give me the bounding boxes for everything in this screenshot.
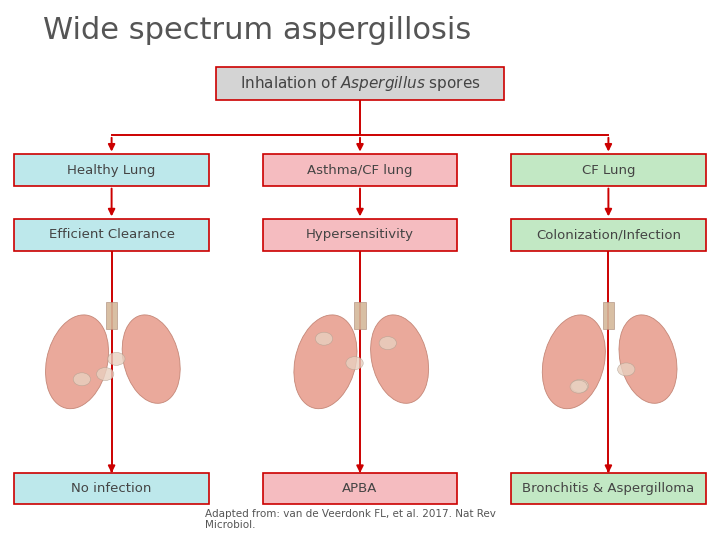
Text: Asthma/CF lung: Asthma/CF lung: [307, 164, 413, 177]
Text: Bronchitis & Aspergilloma: Bronchitis & Aspergilloma: [522, 482, 695, 495]
FancyBboxPatch shape: [216, 67, 504, 100]
Circle shape: [379, 336, 397, 349]
FancyBboxPatch shape: [511, 219, 706, 251]
Circle shape: [572, 380, 589, 393]
Circle shape: [96, 368, 114, 381]
FancyBboxPatch shape: [603, 302, 614, 329]
FancyBboxPatch shape: [263, 219, 457, 251]
Text: Microbiol.: Microbiol.: [205, 520, 256, 530]
Circle shape: [315, 332, 333, 345]
FancyBboxPatch shape: [14, 219, 209, 251]
Text: Healthy Lung: Healthy Lung: [68, 164, 156, 177]
Text: Colonization/Infection: Colonization/Infection: [536, 228, 681, 241]
Text: CF Lung: CF Lung: [582, 164, 635, 177]
FancyBboxPatch shape: [14, 154, 209, 186]
Text: Hypersensitivity: Hypersensitivity: [306, 228, 414, 241]
FancyBboxPatch shape: [354, 302, 366, 329]
FancyBboxPatch shape: [511, 473, 706, 504]
Circle shape: [618, 363, 635, 376]
Circle shape: [108, 353, 125, 366]
FancyBboxPatch shape: [263, 154, 457, 186]
FancyBboxPatch shape: [511, 154, 706, 186]
Ellipse shape: [371, 315, 428, 403]
Circle shape: [570, 380, 588, 393]
Ellipse shape: [45, 315, 109, 409]
Text: Wide spectrum aspergillosis: Wide spectrum aspergillosis: [43, 16, 472, 45]
Text: Efficient Clearance: Efficient Clearance: [48, 228, 174, 241]
Text: APBA: APBA: [342, 482, 378, 495]
FancyBboxPatch shape: [14, 473, 209, 504]
FancyBboxPatch shape: [106, 302, 117, 329]
Text: No infection: No infection: [71, 482, 152, 495]
Ellipse shape: [122, 315, 180, 403]
FancyBboxPatch shape: [263, 473, 457, 504]
Text: Inhalation of $\it{Aspergillus}$ spores: Inhalation of $\it{Aspergillus}$ spores: [240, 74, 480, 93]
Circle shape: [73, 373, 91, 386]
Circle shape: [346, 357, 363, 370]
Text: Adapted from: van de Veerdonk FL, et al. 2017. Nat Rev: Adapted from: van de Veerdonk FL, et al.…: [205, 509, 496, 519]
Ellipse shape: [542, 315, 606, 409]
Ellipse shape: [619, 315, 677, 403]
Ellipse shape: [294, 315, 357, 409]
